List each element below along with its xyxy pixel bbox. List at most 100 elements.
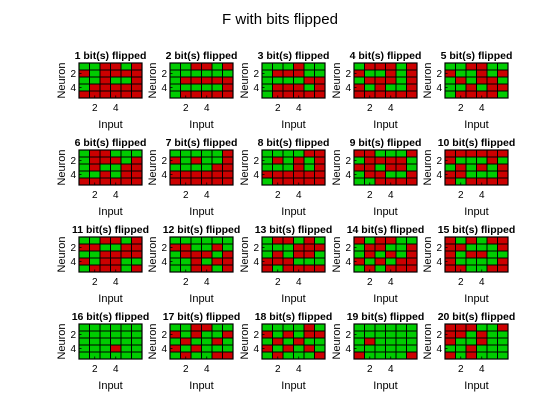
subplot-5: 5 bit(s) flipped 2 4 2 4 Input Neuron [422,50,512,131]
heatmap-cell [455,323,467,332]
heatmap-cell [120,250,132,259]
heatmap-cell [261,163,273,172]
heatmap-cell [455,257,467,266]
heatmap-cell [385,257,397,266]
heatmap-cell [110,337,122,346]
heatmap-cell [272,250,284,259]
heatmap-cell [120,243,132,252]
heatmap-cell [303,170,315,179]
y-axis-label: Neuron [56,236,68,272]
heatmap-cell [395,156,407,165]
heatmap-cell [293,83,305,92]
heatmap-cell [120,76,132,85]
subplot-14: 14 bit(s) flipped 2 4 2 4 Input Neuron [331,224,424,305]
x-tick-label: 2 [183,190,189,201]
heatmap-cell [190,149,202,158]
heatmap-cell [374,330,386,339]
heatmap-cell [201,243,213,252]
heatmap-cell [406,257,418,266]
heatmap-cell [89,62,101,71]
heatmap-cell [364,344,376,353]
heatmap-cell [314,243,326,252]
heatmap-cell [110,163,122,172]
heatmap-cell [364,323,376,332]
y-tick-label: 4 [70,257,76,268]
subplot-frame [353,236,418,273]
y-axis-label: Neuron [239,323,251,359]
heatmap-cell [222,177,234,186]
heatmap-cell [497,330,509,339]
x-tick-label: 2 [183,277,189,288]
heatmap-cell [99,83,111,92]
heatmap-cell [89,236,101,245]
y-axis-label: Neuron [422,149,434,185]
heatmap-cell [169,236,181,245]
heatmap-cell [374,163,386,172]
subplot-frame [353,62,418,99]
heatmap-cell [211,243,223,252]
heatmap-cell [99,76,111,85]
heatmap-cell [131,90,143,99]
heatmap-cell [201,163,213,172]
x-tick-label: 4 [479,103,485,114]
heatmap-cell [89,344,101,353]
heatmap-cell [314,351,326,360]
subplot-19: 19 bit(s) flipped 2 4 2 4 Input Neuron [331,311,424,392]
heatmap-cell [272,323,284,332]
heatmap-cell [303,163,315,172]
heatmap-cell [465,156,477,165]
y-axis-label: Neuron [147,62,159,98]
heatmap-cell [201,330,213,339]
heatmap-cell [385,250,397,259]
heatmap-cell [486,90,498,99]
heatmap-cell [99,62,111,71]
heatmap-cell [272,156,284,165]
y-axis-label: Neuron [422,236,434,272]
subplot-4: 4 bit(s) flipped 2 4 2 4 Input Neuron [331,50,421,131]
subplot-frame [261,236,326,273]
heatmap-cell [201,250,213,259]
heatmap-cell [395,344,407,353]
subplot-frame [169,323,234,360]
heatmap-cell [497,83,509,92]
x-tick-label: 4 [296,364,302,375]
heatmap-cell [395,149,407,158]
heatmap-cell [282,250,294,259]
subplot-frame [261,62,326,99]
subplot-frame [169,149,234,186]
heatmap-cell [303,177,315,186]
heatmap-cell [465,62,477,71]
y-tick-label: 4 [436,344,442,355]
heatmap-cell [272,243,284,252]
heatmap-cell [303,83,315,92]
heatmap-cell [99,257,111,266]
heatmap-cell [353,177,365,186]
heatmap-cell [99,177,111,186]
heatmap-cell [190,264,202,273]
heatmap-cell [120,351,132,360]
heatmap-cell [272,257,284,266]
heatmap-cell [406,83,418,92]
heatmap-cell [190,337,202,346]
heatmap-cell [293,344,305,353]
heatmap-cell [364,243,376,252]
heatmap-cell [272,69,284,78]
heatmap-cell [211,83,223,92]
y-tick-label: 4 [253,170,259,181]
heatmap-cell [211,170,223,179]
x-tick-label: 2 [275,190,281,201]
x-tick-label: 2 [458,103,464,114]
heatmap-cell [497,163,509,172]
heatmap-cell [78,323,90,332]
x-tick-label: 4 [113,277,119,288]
x-tick-label: 4 [388,190,394,201]
heatmap-cell [385,236,397,245]
heatmap-cell [293,156,305,165]
heatmap-cell [444,62,456,71]
heatmap-cell [353,323,365,332]
heatmap-cell [89,149,101,158]
heatmap-cell [385,83,397,92]
heatmap-cell [314,163,326,172]
heatmap-cell [169,149,181,158]
subplot-title: 16 bit(s) flipped [72,311,150,323]
